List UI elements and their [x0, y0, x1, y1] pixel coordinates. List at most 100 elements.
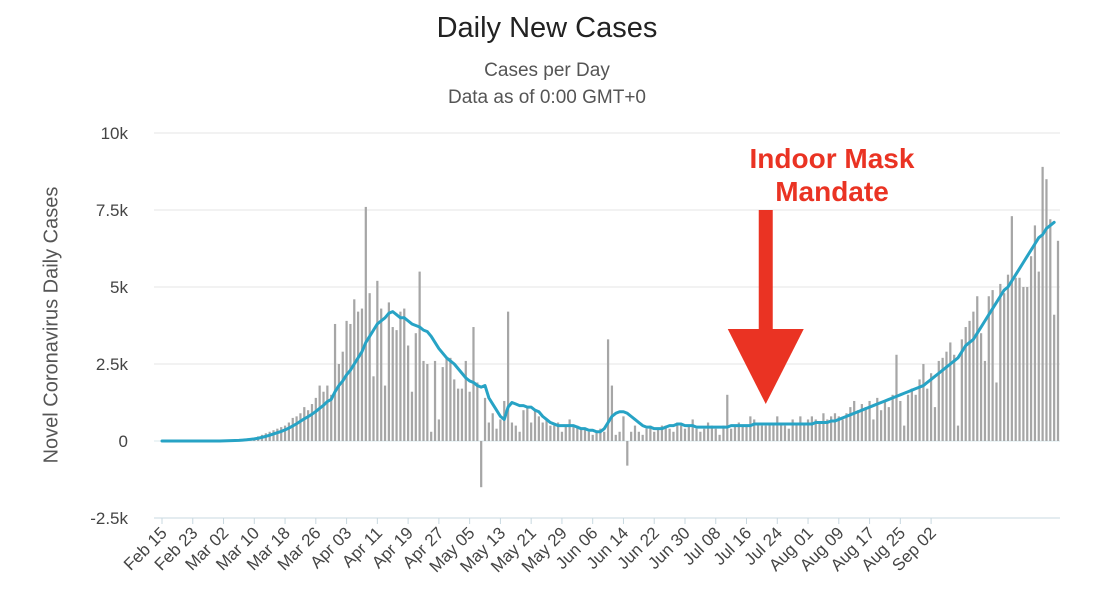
- daily-cases-bar: [553, 425, 556, 441]
- daily-cases-bar: [695, 428, 698, 441]
- daily-cases-bar: [430, 431, 433, 441]
- daily-cases-bar: [514, 425, 517, 441]
- daily-cases-bar: [706, 422, 710, 441]
- daily-cases-bar: [872, 419, 875, 441]
- daily-cases-bar: [929, 373, 933, 441]
- mask-mandate-arrow: [727, 210, 804, 404]
- daily-cases-bar: [849, 407, 852, 441]
- daily-cases-bar: [353, 299, 356, 441]
- daily-cases-bar: [737, 422, 740, 441]
- daily-cases-bar: [876, 397, 879, 441]
- daily-cases-bar: [787, 428, 790, 441]
- daily-cases-bar: [730, 428, 733, 441]
- arrow-shaft: [758, 210, 773, 330]
- daily-cases-bar: [726, 394, 729, 441]
- daily-cases-bar: [491, 413, 494, 441]
- daily-cases-bar: [526, 407, 529, 441]
- daily-cases-bar: [456, 388, 460, 441]
- daily-cases-bar: [672, 431, 675, 441]
- daily-cases-bar: [922, 364, 925, 441]
- daily-cases-bar: [833, 413, 837, 441]
- daily-cases-bar: [433, 360, 437, 441]
- daily-cases-bar: [630, 431, 633, 441]
- daily-cases-bar: [987, 296, 990, 441]
- daily-cases-bar: [945, 351, 948, 441]
- daily-cases-bar: [722, 425, 725, 441]
- daily-cases-bar: [349, 323, 352, 441]
- daily-cases-bar: [680, 425, 683, 441]
- daily-cases-bar: [756, 422, 760, 441]
- daily-cases-bar: [645, 428, 648, 441]
- daily-cases-bar: [653, 431, 656, 441]
- daily-cases-bar: [541, 422, 544, 441]
- daily-cases-bar: [283, 425, 287, 441]
- daily-cases-bar: [983, 360, 987, 441]
- daily-cases-bar: [960, 339, 963, 441]
- daily-cases-bar: [326, 385, 329, 441]
- annotation-line-2: Mandate: [775, 176, 889, 207]
- daily-cases-bar: [799, 416, 802, 441]
- daily-cases-bar: [441, 367, 444, 441]
- daily-cases-bar: [1041, 166, 1044, 441]
- daily-cases-bar: [837, 416, 840, 441]
- daily-cases-bar: [999, 283, 1002, 441]
- daily-cases-bar: [718, 434, 721, 441]
- daily-cases-bar: [714, 428, 717, 441]
- daily-cases-bar: [545, 419, 548, 441]
- mask-mandate-annotation: Indoor Mask Mandate: [717, 142, 947, 208]
- daily-cases-bar: [710, 425, 714, 441]
- daily-cases-bar: [649, 425, 652, 441]
- daily-cases-bar: [591, 434, 594, 441]
- daily-cases-bar: [580, 428, 583, 441]
- daily-cases-bar: [687, 425, 690, 441]
- daily-cases-bar: [803, 422, 806, 441]
- daily-cases-bar: [595, 431, 598, 441]
- daily-cases-bar: [891, 394, 894, 441]
- daily-cases-bar: [499, 419, 502, 441]
- daily-cases-bar: [964, 327, 967, 441]
- daily-cases-bar: [599, 428, 602, 441]
- daily-cases-bar: [818, 422, 821, 441]
- daily-cases-bar: [560, 431, 564, 441]
- daily-cases-bar: [464, 360, 467, 441]
- daily-cases-bar: [949, 342, 952, 441]
- daily-cases-bar: [995, 382, 998, 441]
- daily-cases-bar: [810, 416, 813, 441]
- daily-cases-bar: [864, 407, 867, 441]
- daily-cases-bar: [506, 311, 510, 441]
- daily-cases-bar: [783, 425, 787, 441]
- daily-cases-bar: [856, 410, 860, 441]
- daily-cases-bar: [868, 400, 871, 441]
- daily-cases-bar: [537, 416, 540, 441]
- daily-cases-bar: [795, 422, 798, 441]
- daily-cases-bar: [741, 425, 744, 441]
- daily-cases-bar: [376, 280, 379, 441]
- daily-cases-bar: [903, 425, 906, 441]
- daily-cases-bar: [383, 385, 387, 441]
- daily-cases-bar: [941, 357, 944, 441]
- daily-cases-bar: [733, 425, 737, 441]
- daily-cases-bar: [976, 296, 979, 441]
- daily-cases-bar: [556, 422, 560, 441]
- daily-cases-bar: [814, 419, 817, 441]
- daily-cases-bar: [603, 431, 606, 441]
- annotation-line-1: Indoor Mask: [749, 143, 915, 174]
- daily-cases-bar: [410, 391, 414, 441]
- daily-cases-bar: [337, 364, 341, 441]
- daily-cases-bar: [407, 345, 410, 441]
- y-axis-ticks: -2.5k 0 2.5k 5k 7.5k 10k: [90, 124, 128, 528]
- daily-cases-bar: [380, 308, 383, 441]
- daily-cases-bar: [780, 422, 783, 441]
- daily-cases-bar: [418, 271, 421, 441]
- daily-cases-bar: [1045, 179, 1048, 441]
- daily-cases-bar: [633, 425, 637, 441]
- daily-cases-bar: [307, 410, 310, 441]
- daily-cases-bar: [914, 394, 917, 441]
- daily-cases-bar: [860, 404, 863, 441]
- daily-cases-bar: [518, 431, 521, 441]
- daily-cases-bar: [426, 364, 429, 441]
- daily-cases-bar: [791, 419, 794, 441]
- daily-cases-bar: [341, 351, 344, 441]
